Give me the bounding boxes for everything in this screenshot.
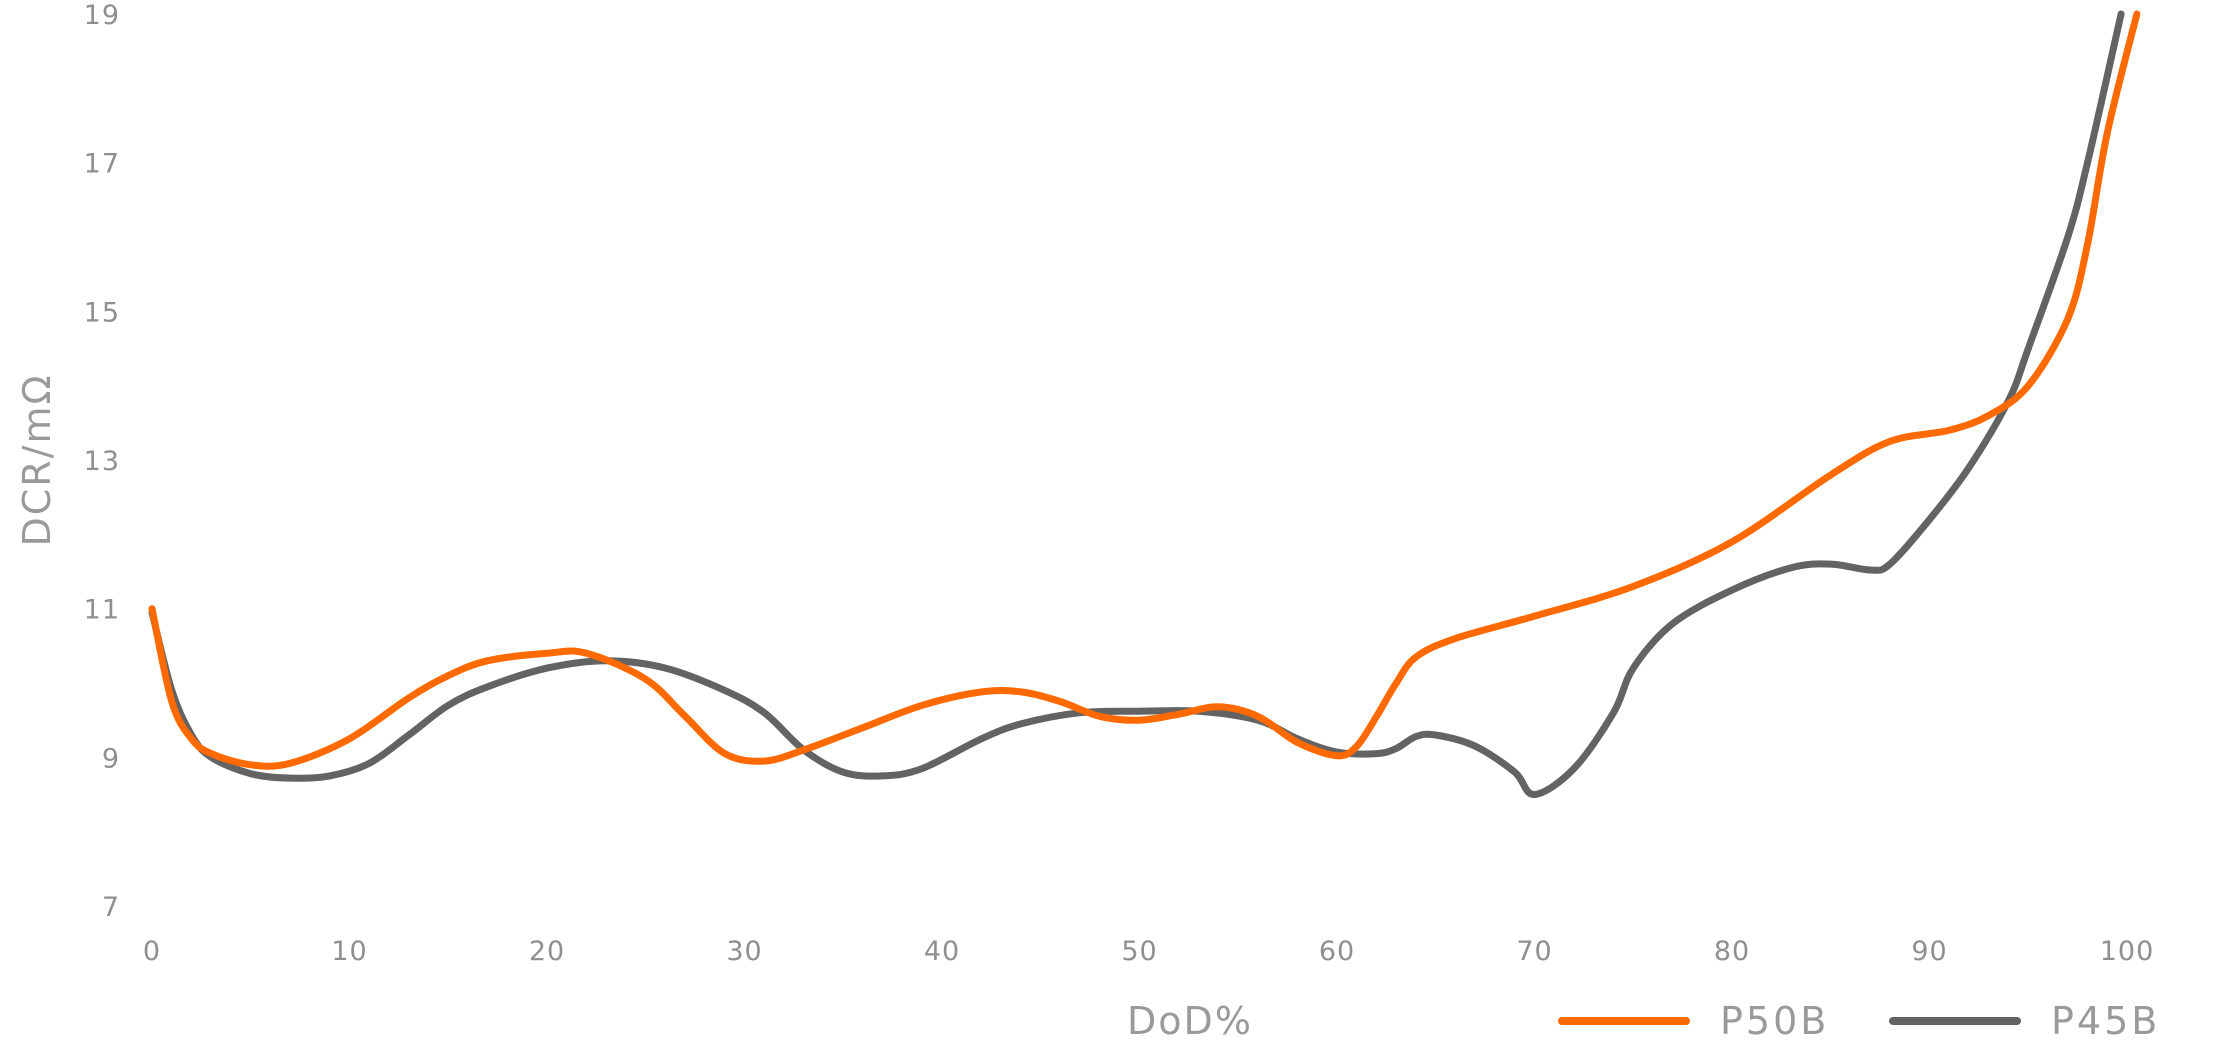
legend-label-p50b: P50B xyxy=(1720,999,1829,1040)
y-tick-label: 13 xyxy=(84,446,120,477)
series-line-p50b xyxy=(148,10,2141,770)
y-tick-label: 19 xyxy=(84,0,120,31)
x-tick-label: 20 xyxy=(529,936,565,967)
x-tick-label: 70 xyxy=(1516,936,1552,967)
y-axis-ticks: 7 9 11 13 15 17 19 xyxy=(84,0,120,923)
x-tick-label: 30 xyxy=(726,936,762,967)
x-axis-ticks: 0 10 20 30 40 50 60 70 80 90 100 xyxy=(143,936,2155,967)
legend: P50B P45B xyxy=(1558,999,2160,1040)
x-tick-label: 0 xyxy=(143,936,161,967)
x-tick-label: 90 xyxy=(1911,936,1947,967)
x-axis-title: DoD% xyxy=(1127,999,1253,1040)
y-axis-title: DCR/mΩ xyxy=(15,373,59,546)
y-tick-label: 7 xyxy=(102,892,120,923)
y-tick-label: 11 xyxy=(84,595,120,626)
x-tick-label: 80 xyxy=(1714,936,1750,967)
y-tick-label: 15 xyxy=(84,297,120,328)
x-tick-label: 40 xyxy=(924,936,960,967)
y-tick-label: 9 xyxy=(102,743,120,774)
x-tick-label: 10 xyxy=(331,936,367,967)
series-lines xyxy=(148,10,2141,798)
x-tick-label: 60 xyxy=(1319,936,1355,967)
x-tick-label: 50 xyxy=(1121,936,1157,967)
y-tick-label: 17 xyxy=(84,149,120,180)
legend-label-p45b: P45B xyxy=(2051,999,2160,1040)
x-tick-label: 100 xyxy=(2100,936,2155,967)
